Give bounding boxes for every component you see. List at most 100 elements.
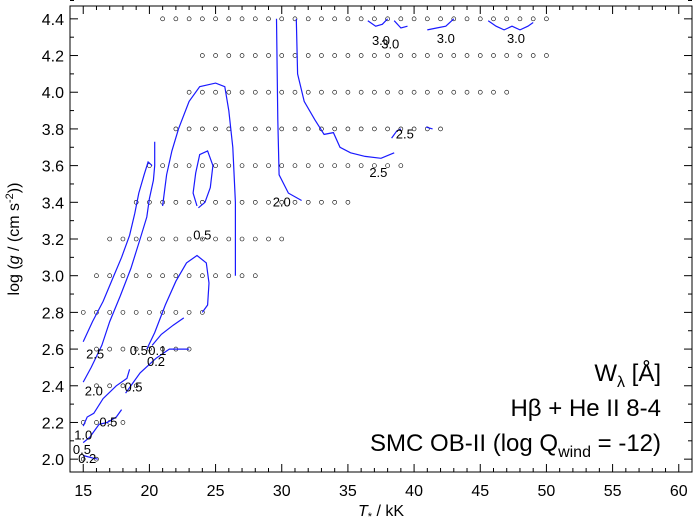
grid-point xyxy=(94,273,99,278)
grid-point xyxy=(345,163,351,168)
grid-point xyxy=(186,200,192,205)
x-tick-label: 20 xyxy=(141,483,159,500)
grid-point xyxy=(358,16,364,22)
grid-point xyxy=(239,53,245,58)
grid-point xyxy=(239,236,245,242)
grid-point xyxy=(305,126,311,132)
grid-point xyxy=(292,16,298,22)
grid-point xyxy=(305,163,311,168)
grid-point xyxy=(332,126,337,132)
grid-point xyxy=(133,310,139,315)
grid-point xyxy=(372,16,377,22)
contour-label: 0.5 xyxy=(124,380,142,395)
grid-point xyxy=(239,126,245,132)
grid-point xyxy=(425,16,430,22)
y-tick-label: 3.4 xyxy=(42,195,64,212)
grid-point xyxy=(464,16,470,22)
contour-line xyxy=(295,18,395,159)
grid-point xyxy=(213,126,218,132)
grid-point xyxy=(477,53,483,58)
grid-point xyxy=(385,16,390,22)
grid-point xyxy=(266,16,271,22)
grid-point xyxy=(372,53,377,58)
grid-point xyxy=(133,346,139,352)
grid-point xyxy=(226,200,232,205)
contour-line xyxy=(391,128,402,139)
grid-point xyxy=(292,200,298,205)
grid-point xyxy=(345,200,351,205)
grid-point xyxy=(504,89,510,95)
grid-point xyxy=(213,163,218,168)
contour-labels: 2.52.01.00.50.20.50.50.5 0.10.20.52.02.52… xyxy=(73,31,525,466)
y-tick-label: 4.2 xyxy=(42,49,64,66)
grid-point xyxy=(398,16,404,22)
grid-point xyxy=(239,16,245,22)
grid-point xyxy=(411,126,417,132)
grid-point xyxy=(160,273,165,278)
grid-point xyxy=(372,126,377,132)
grid-point xyxy=(173,236,179,242)
grid-point xyxy=(200,53,205,58)
contour-line xyxy=(82,409,123,444)
grid-point xyxy=(398,89,404,95)
grid-point xyxy=(411,53,417,58)
grid-point xyxy=(107,310,113,315)
grid-point xyxy=(120,273,126,278)
grid-point xyxy=(186,310,192,315)
grid-point xyxy=(200,126,205,132)
contour-label: 3.0 xyxy=(372,33,390,48)
grid-point xyxy=(200,236,205,242)
grid-point xyxy=(398,126,404,132)
grid-point xyxy=(266,236,271,242)
grid-point xyxy=(173,16,179,22)
contour-line xyxy=(162,82,236,276)
grid-point xyxy=(213,236,218,242)
grid-point xyxy=(438,126,443,132)
grid-point xyxy=(120,420,126,425)
x-tick-label: 35 xyxy=(339,483,357,500)
grid-point xyxy=(385,89,390,95)
contour-label: 0.5 xyxy=(73,442,91,457)
contour-line xyxy=(427,18,455,31)
grid-point xyxy=(517,53,523,58)
grid-point xyxy=(438,53,443,58)
y-tick-label: 2.4 xyxy=(42,379,64,396)
grid-point xyxy=(252,236,258,242)
grid-point xyxy=(292,163,298,168)
grid-point xyxy=(279,16,285,22)
grid-point xyxy=(504,53,510,58)
grid-point xyxy=(451,89,457,95)
contour-line xyxy=(82,369,131,427)
contour-label: 2.0 xyxy=(85,383,103,398)
grid-point xyxy=(120,346,126,352)
contour-label: 1.0 xyxy=(74,427,92,442)
y-axis-label: log (g / (cm s-2)) xyxy=(4,183,23,296)
grid-point xyxy=(332,200,337,205)
grid-point xyxy=(186,89,192,95)
grid-point xyxy=(252,200,258,205)
grid-point xyxy=(147,310,152,315)
grid-point xyxy=(252,16,258,22)
grid-point xyxy=(425,89,430,95)
grid-point xyxy=(173,310,179,315)
grid-point xyxy=(186,163,192,168)
grid-point xyxy=(120,236,126,242)
grid-point xyxy=(332,53,337,58)
contour-label: 2.5 xyxy=(396,126,414,141)
grid-point xyxy=(252,163,258,168)
x-axis-label: T* / kK xyxy=(358,503,404,523)
grid-point xyxy=(279,53,285,58)
grid-point xyxy=(266,89,271,95)
x-tick-label: 55 xyxy=(604,483,622,500)
grid-point xyxy=(186,126,192,132)
grid-point xyxy=(160,163,165,168)
grid-point xyxy=(226,89,232,95)
contour-label: 2.5 xyxy=(86,347,104,362)
axis-tick-labels: 15 20 25 30 35 40 45 50 55 602.02.22.42.62.83.03.… xyxy=(42,12,688,500)
contour-label: 0.2 xyxy=(147,354,165,369)
grid-point xyxy=(398,163,404,168)
grid-point xyxy=(94,456,99,462)
x-tick-label: 15 xyxy=(74,483,92,500)
x-tick-label: 45 xyxy=(471,483,489,500)
grid-point xyxy=(147,273,152,278)
